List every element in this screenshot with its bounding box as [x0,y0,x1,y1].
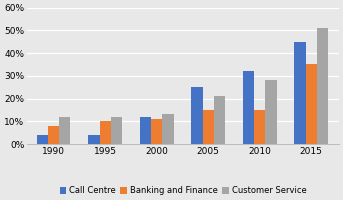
Bar [294,42,306,144]
Legend: Call Centre, Banking and Finance, Customer Service: Call Centre, Banking and Finance, Custom… [60,186,306,195]
Bar [140,117,151,144]
Bar [162,114,174,144]
Bar [37,135,48,144]
Bar [265,80,276,144]
Bar [191,87,203,144]
Bar [151,119,162,144]
Bar [214,96,225,144]
Bar [254,110,265,144]
Bar [59,117,70,144]
Bar [317,28,328,144]
Bar [111,117,122,144]
Bar [99,121,111,144]
Bar [203,110,214,144]
Bar [243,71,254,144]
Bar [306,64,317,144]
Bar [88,135,99,144]
Bar [48,126,59,144]
